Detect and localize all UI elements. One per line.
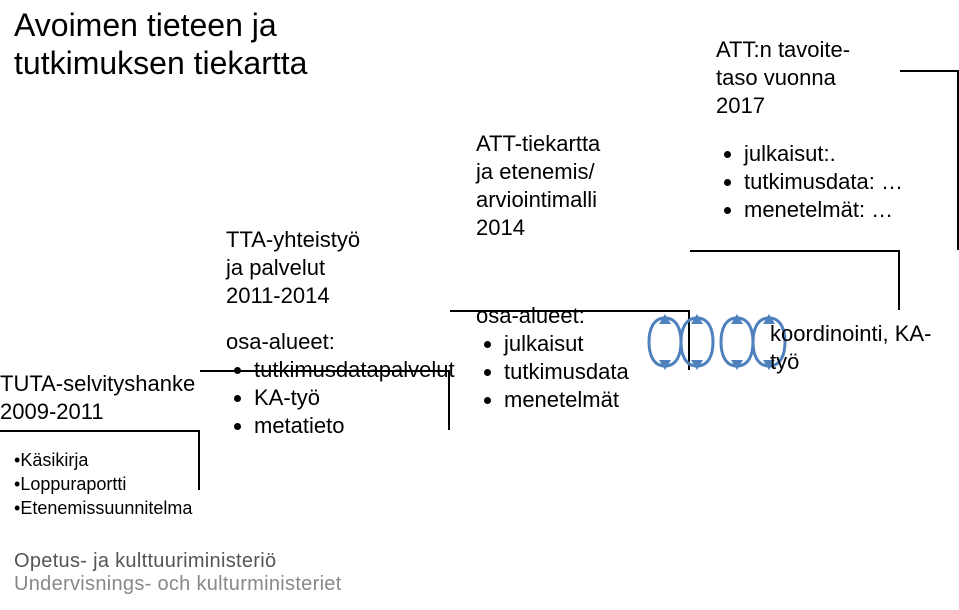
step1-bullet-1: •Käsikirja	[14, 448, 192, 472]
step2-label: TTA-yhteistyöja palvelut2011-2014	[226, 226, 360, 310]
page-title: Avoimen tieteen ja tutkimuksen tiekartta	[14, 6, 444, 82]
step2-bullets: osa-alueet: tutkimusdatapalvelut KA-työ …	[226, 328, 455, 440]
step4-bullets: julkaisut:. tutkimusdata: … menetelmät: …	[716, 140, 903, 224]
step4-bullet-2: tutkimusdata: …	[744, 168, 903, 196]
slide-canvas: { "title": "Avoimen tieteen ja tutkimuks…	[0, 0, 959, 610]
step1-bullet-3: •Etenemissuunnitelma	[14, 496, 192, 520]
step3-bullet-1: julkaisut	[504, 330, 629, 358]
step4-bullet-1: julkaisut:.	[744, 140, 903, 168]
step2-bullets-title: osa-alueet:	[226, 328, 455, 356]
footer-fi: Opetus- ja kulttuuriministeriö	[14, 550, 342, 573]
footer-ministry: Opetus- ja kulttuuriministeriö Undervisn…	[14, 550, 342, 596]
step3-bullet-3: menetelmät	[504, 386, 629, 414]
step3-bullets: osa-alueet: julkaisut tutkimusdata menet…	[476, 302, 629, 414]
coordination-text: koordinointi, KA-työ	[770, 320, 959, 376]
stair-step-4	[690, 250, 900, 310]
step1-bullets: •Käsikirja •Loppuraportti •Etenemissuunn…	[14, 448, 192, 520]
step1-label: TUTA-selvityshanke2009-2011	[0, 370, 195, 426]
step3-label: ATT-tiekarttaja etenemis/arviointimalli2…	[476, 130, 600, 242]
step2-bullet-2: KA-työ	[254, 384, 455, 412]
step1-bullet-2: •Loppuraportti	[14, 472, 192, 496]
step3-bullet-2: tutkimusdata	[504, 358, 629, 386]
step2-bullet-3: metatieto	[254, 412, 455, 440]
step2-bullet-1: tutkimusdatapalvelut	[254, 356, 455, 384]
footer-sv: Undervisnings- och kulturministeriet	[14, 573, 342, 596]
step3-bullets-title: osa-alueet:	[476, 302, 629, 330]
step4-label: ATT:n tavoite-taso vuonna2017	[716, 36, 850, 120]
cycle-arrow-2	[678, 312, 716, 372]
stair-step-5	[900, 70, 959, 250]
step4-bullet-3: menetelmät: …	[744, 196, 903, 224]
